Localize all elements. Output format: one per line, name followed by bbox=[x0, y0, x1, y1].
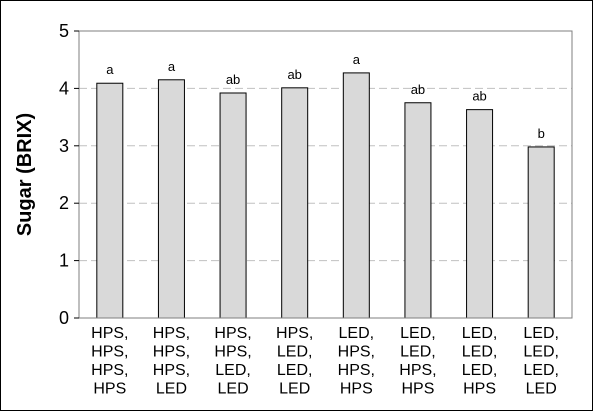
y-tick-label: 0 bbox=[59, 308, 69, 328]
x-category-label-line: HPS bbox=[401, 381, 434, 398]
x-category-label-line: HPS, bbox=[91, 344, 128, 361]
y-axis-title: Sugar (BRIX) bbox=[14, 113, 36, 236]
significance-letter: ab bbox=[287, 67, 301, 82]
x-category-label-line: LED bbox=[218, 381, 249, 398]
significance-letter: b bbox=[538, 126, 545, 141]
x-category-label-line: LED, bbox=[277, 344, 313, 361]
bar bbox=[527, 146, 555, 319]
x-category-label-line: HPS bbox=[340, 381, 373, 398]
x-category-label-line: HPS, bbox=[338, 344, 375, 361]
bar bbox=[342, 72, 370, 319]
bar bbox=[404, 102, 432, 319]
axes bbox=[78, 30, 573, 319]
significance-letter: a bbox=[168, 59, 176, 74]
x-category-label-line: HPS, bbox=[153, 344, 190, 361]
bar bbox=[96, 82, 124, 319]
x-category-label-line: HPS bbox=[463, 381, 496, 398]
x-category-label-line: LED, bbox=[400, 325, 436, 342]
significance-letters: a a ab ab a ab ab b bbox=[106, 52, 545, 141]
bar bbox=[281, 87, 309, 319]
x-category-label-line: HPS bbox=[93, 381, 126, 398]
x-axis-category-labels: HPS,HPS,HPS,HPSHPS,HPS,HPS,LEDHPS,HPS,LE… bbox=[91, 325, 559, 398]
plot-area bbox=[78, 30, 573, 319]
x-category-label-line: HPS, bbox=[399, 362, 436, 379]
y-tick-label: 2 bbox=[59, 193, 69, 213]
x-category-label-line: HPS, bbox=[153, 362, 190, 379]
x-category-label-line: LED, bbox=[215, 362, 251, 379]
x-category-label-line: LED, bbox=[462, 325, 498, 342]
gridlines bbox=[79, 87, 572, 262]
x-category-label-line: LED, bbox=[339, 325, 375, 342]
x-category-label-line: HPS, bbox=[214, 344, 251, 361]
bar bbox=[466, 109, 494, 319]
significance-letter: ab bbox=[472, 89, 486, 104]
x-category-label-line: HPS, bbox=[276, 325, 313, 342]
x-category-label-line: HPS, bbox=[91, 362, 128, 379]
x-category-label-line: LED bbox=[156, 381, 187, 398]
y-tick-label: 5 bbox=[59, 21, 69, 41]
x-category-label-line: LED, bbox=[462, 344, 498, 361]
x-category-label-line: HPS, bbox=[91, 325, 128, 342]
x-category-label-line: LED, bbox=[523, 344, 559, 361]
bar bbox=[219, 92, 247, 319]
x-category-label-line: HPS, bbox=[214, 325, 251, 342]
x-category-label-line: HPS, bbox=[153, 325, 190, 342]
x-category-label-line: LED, bbox=[400, 344, 436, 361]
x-category-label-line: LED bbox=[526, 381, 557, 398]
bar bbox=[157, 79, 185, 319]
x-category-label-line: LED bbox=[279, 381, 310, 398]
bars bbox=[96, 72, 555, 319]
x-category-label-line: LED, bbox=[523, 325, 559, 342]
significance-letter: ab bbox=[226, 72, 240, 87]
x-category-label-line: LED, bbox=[462, 362, 498, 379]
y-tick-label: 4 bbox=[59, 78, 69, 98]
x-category-label-line: LED, bbox=[277, 362, 313, 379]
y-tick-label: 1 bbox=[59, 251, 69, 271]
y-tick-label: 3 bbox=[59, 136, 69, 156]
y-axis-ticks: 0 1 2 3 4 5 bbox=[59, 21, 79, 328]
x-category-label-line: HPS, bbox=[338, 362, 375, 379]
significance-letter: a bbox=[353, 52, 361, 67]
significance-letter: ab bbox=[411, 82, 425, 97]
x-category-label-line: LED, bbox=[523, 362, 559, 379]
significance-letter: a bbox=[106, 62, 114, 77]
